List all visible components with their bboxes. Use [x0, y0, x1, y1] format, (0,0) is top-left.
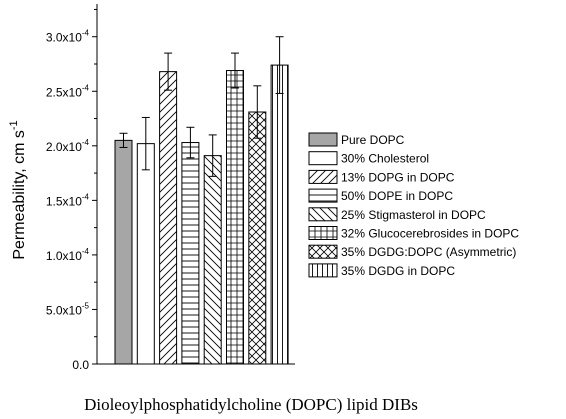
- legend-item-2: 30% Cholesterol: [308, 151, 429, 166]
- legend-item-7: 35% DGDG:DOPC (Asymmetric): [308, 244, 516, 259]
- bar-7: [248, 111, 267, 365]
- legend-swatch-5: [308, 207, 338, 222]
- legend-item-5: 25% Stigmasterol in DOPC: [308, 207, 486, 222]
- axis-labels: Permeability, cm s-1 Dioleoylphosphatidyl…: [8, 120, 418, 414]
- legend-item-1: Pure DOPC: [308, 132, 405, 147]
- legend-swatch-6: [308, 226, 338, 240]
- y-tick-label-3: 1.5x10-4: [46, 192, 90, 208]
- y-axis: 0.0 5.0x10-5 1.0x10-4 1.5x10-4 2.0x10-4 2.5x1…: [46, 4, 295, 372]
- legend-label-6: 32% Glucocerebrosides in DOPC: [341, 227, 519, 241]
- y-tick-label-6: 3.0x10-4: [46, 29, 90, 45]
- bar-3: [159, 71, 178, 365]
- y-tick-label-5: 2.5x10-4: [46, 83, 90, 99]
- y-tick-label-1: 5.0x10-5: [46, 301, 90, 317]
- bar-1: [114, 139, 133, 365]
- legend-label-7: 35% DGDG:DOPC (Asymmetric): [341, 245, 516, 259]
- y-tick-label-0: 0.0: [72, 358, 89, 372]
- legend-label-5: 25% Stigmasterol in DOPC: [341, 208, 486, 222]
- y-tick-label-4: 2.0x10-4: [46, 138, 90, 154]
- legend-item-6: 32% Glucocerebrosides in DOPC: [308, 226, 519, 241]
- legend-label-4: 50% DOPE in DOPC: [341, 189, 453, 203]
- bar-8: [270, 64, 289, 365]
- bar-5: [203, 155, 222, 365]
- legend-swatch-1: [308, 132, 338, 147]
- legend-label-1: Pure DOPC: [341, 133, 405, 147]
- legend-label-2: 30% Cholesterol: [341, 152, 429, 166]
- legend-swatch-4: [308, 188, 338, 203]
- y-tick-label-2: 1.0x10-4: [46, 247, 90, 263]
- legend-swatch-2: [308, 151, 338, 166]
- bar-4: [181, 142, 200, 365]
- plot-area: [114, 36, 289, 365]
- y-axis-label: Permeability, cm s-1: [8, 120, 28, 259]
- legend-item-4: 50% DOPE in DOPC: [308, 188, 453, 203]
- x-axis-label: Dioleoylphosphatidylcholine (DOPC) lipid…: [84, 395, 418, 414]
- legend-swatch-3: [308, 169, 338, 184]
- legend: Pure DOPC 30% Cholesterol 13% DOPG in DOPC…: [308, 132, 519, 278]
- legend-label-8: 35% DGDG in DOPC: [341, 264, 455, 278]
- legend-swatch-7: [308, 244, 338, 259]
- legend-swatch-8: [308, 263, 338, 278]
- bar-2: [136, 143, 155, 365]
- legend-item-8: 35% DGDG in DOPC: [308, 263, 455, 278]
- legend-label-3: 13% DOPG in DOPC: [341, 170, 455, 184]
- bar-6: [226, 70, 244, 365]
- legend-item-3: 13% DOPG in DOPC: [308, 169, 455, 184]
